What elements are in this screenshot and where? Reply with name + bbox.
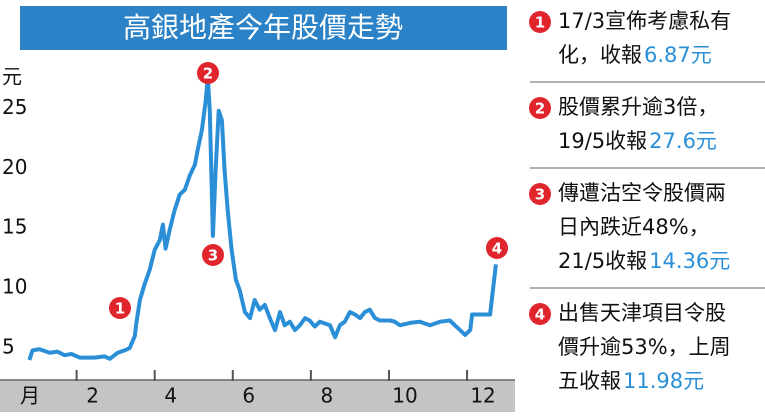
note-marker-label: 3	[535, 186, 545, 204]
title-banner	[20, 6, 507, 50]
marker-circle	[109, 297, 131, 319]
note-marker-label: 4	[535, 306, 545, 324]
note-highlight: 27.6元	[649, 129, 717, 153]
marker-label: 2	[203, 65, 213, 83]
y-tick-label: 20	[2, 155, 27, 179]
note-line: 日內跌近48%，	[558, 215, 710, 239]
x-tick-label: 4	[164, 384, 177, 408]
note-line: 17/3宣佈考慮私有	[558, 9, 731, 33]
note-line: 價升逾53%，上周	[558, 335, 731, 359]
y-unit: 元	[2, 65, 22, 89]
note-marker-circle	[529, 303, 551, 325]
note-line: 傳遭沽空令股價兩	[558, 181, 726, 205]
note-marker-label: 1	[535, 14, 545, 32]
marker-label: 4	[492, 240, 502, 258]
marker-circle	[202, 244, 224, 266]
point-markers: 1 2 3 4	[109, 62, 508, 319]
note-marker-circle	[529, 97, 551, 119]
note-line: 五收報	[558, 369, 621, 393]
price-line	[27, 75, 498, 361]
y-tick-label: 15	[2, 215, 27, 239]
x-tick-label: 2	[86, 384, 99, 408]
x-tick-label: 6	[242, 384, 255, 408]
x-tick-label: 8	[321, 384, 334, 408]
chart-title: 高銀地產今年股價走勢	[123, 11, 403, 44]
note-line: 19/5收報	[558, 129, 647, 153]
note-marker-circle	[529, 183, 551, 205]
y-tick-label: 10	[2, 275, 27, 299]
x-tick-label: 12	[470, 384, 495, 408]
note-marker-circle	[529, 11, 551, 33]
note-highlight: 11.98元	[623, 369, 704, 393]
note-highlight: 14.36元	[649, 249, 730, 273]
marker-label: 3	[208, 247, 218, 265]
marker-label: 1	[115, 300, 125, 318]
note-line: 出售天津項目令股	[558, 301, 726, 325]
note-line: 股價累升逾3倍，	[558, 95, 718, 119]
marker-circle	[486, 237, 508, 259]
marker-circle	[197, 62, 219, 84]
x-tick-label: 10	[392, 384, 417, 408]
note-line: 21/5收報	[558, 249, 647, 273]
note-marker-label: 2	[535, 100, 545, 118]
plot: 5 10 15 20 25 2 4 6 8 10 12	[2, 75, 498, 408]
y-tick-label: 5	[2, 335, 15, 359]
x-unit: 月	[20, 384, 40, 408]
x-axis-band	[0, 380, 515, 412]
y-tick-label: 25	[2, 95, 27, 119]
note-highlight: 6.87元	[644, 43, 712, 67]
note-line: 化，收報	[558, 43, 642, 67]
